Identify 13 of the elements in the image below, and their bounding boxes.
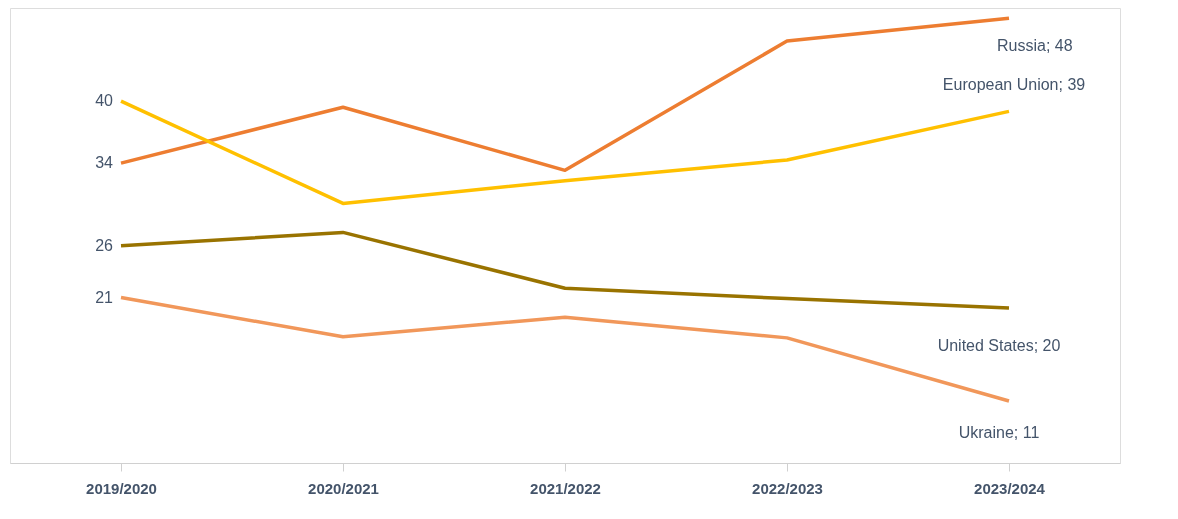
data-label: European Union; 39	[942, 76, 1086, 94]
data-label: 21	[95, 288, 114, 306]
data-label: United States; 20	[937, 336, 1061, 354]
x-tick-label: 2023/2024	[974, 479, 1046, 497]
data-label: 34	[95, 154, 114, 172]
data-label: 40	[95, 92, 114, 110]
data-label: Ukraine; 11	[958, 423, 1040, 441]
data-label: 26	[95, 236, 114, 254]
x-tick-label: 2020/2021	[308, 479, 379, 497]
x-tick-label: 2022/2023	[752, 479, 823, 497]
data-label: Russia; 48	[997, 37, 1073, 55]
x-tick-label: 2021/2022	[530, 479, 601, 497]
x-tick-label: 2019/2020	[86, 479, 157, 497]
